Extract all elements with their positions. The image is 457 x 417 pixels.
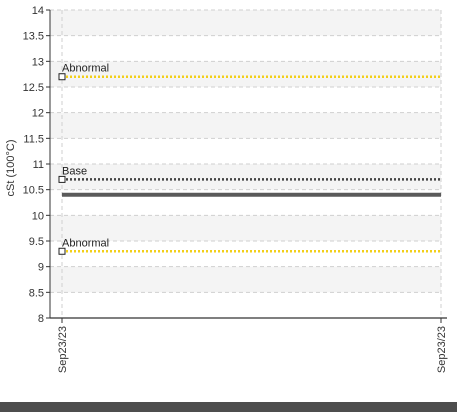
y-tick-label: 8.5 — [29, 287, 44, 299]
y-tick-label: 10 — [32, 210, 44, 222]
y-tick-label: 12.5 — [23, 82, 44, 94]
y-tick-labels: 8 8.5 9 9.5 10 10.5 11 11.5 12 12.5 13 13.5 14 — [23, 5, 44, 325]
x-tick-labels: Sep23/23 Sep23/23 — [57, 326, 448, 373]
reference-label: Abnormal — [62, 237, 109, 249]
plot-band — [50, 215, 441, 241]
y-tick-label: 14 — [32, 5, 44, 17]
reference-label: Abnormal — [62, 63, 109, 75]
y-tick-label: 11.5 — [23, 133, 44, 145]
plot-band — [50, 112, 441, 139]
x-tick-label: Sep23/23 — [57, 326, 69, 373]
y-tick-label: 13 — [32, 56, 44, 68]
y-tick-label: 9 — [38, 262, 44, 274]
axes — [46, 9, 447, 323]
y-tick-label: 8 — [38, 313, 44, 325]
plot-band — [50, 61, 441, 87]
bottom-bar — [0, 402, 457, 412]
y-tick-label: 10.5 — [23, 185, 44, 197]
gridlines — [50, 9, 442, 318]
reference-marker — [58, 73, 66, 81]
y-axis-label: cSt (100°C) — [5, 140, 17, 197]
y-tick-label: 12 — [32, 108, 44, 120]
reference-label: Base — [62, 165, 87, 177]
reference-marker — [58, 175, 66, 183]
y-tick-label: 11 — [33, 159, 44, 171]
reference-marker — [58, 247, 66, 255]
x-tick-label: Sep23/23 — [436, 326, 448, 373]
y-tick-label: 9.5 — [29, 236, 44, 248]
plot-background-bands — [50, 10, 441, 293]
plot-band — [50, 266, 441, 293]
plot-band — [50, 10, 441, 36]
reference-lines: Abnormal Base Abnormal — [58, 63, 441, 255]
plot-band — [50, 164, 441, 190]
y-tick-label: 13.5 — [23, 31, 44, 43]
